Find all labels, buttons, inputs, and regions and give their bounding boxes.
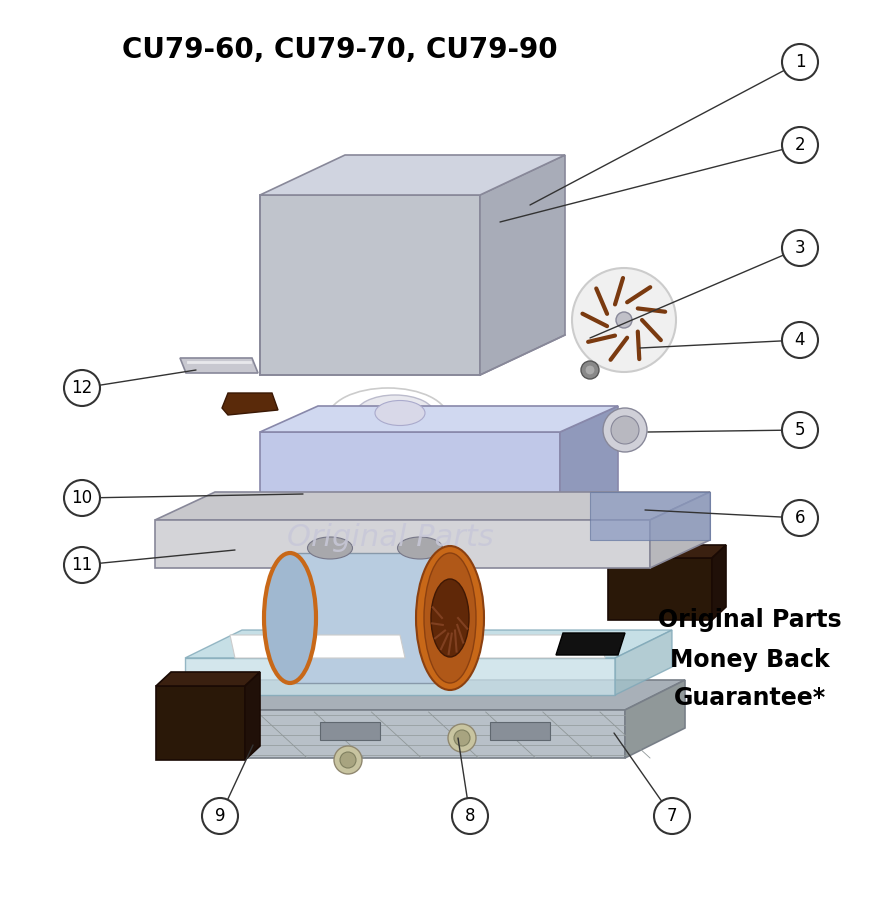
Circle shape — [603, 408, 647, 452]
Text: 4: 4 — [795, 331, 805, 349]
Polygon shape — [260, 195, 480, 375]
Polygon shape — [155, 492, 710, 520]
Text: 3: 3 — [795, 239, 805, 257]
Circle shape — [782, 500, 818, 536]
Polygon shape — [155, 520, 650, 568]
Ellipse shape — [398, 537, 443, 559]
Text: 8: 8 — [465, 807, 475, 825]
Polygon shape — [615, 630, 672, 695]
Polygon shape — [625, 680, 685, 758]
Polygon shape — [260, 155, 565, 195]
Text: Original Parts: Original Parts — [658, 608, 842, 632]
Circle shape — [585, 365, 595, 375]
Polygon shape — [320, 722, 380, 740]
Polygon shape — [465, 168, 548, 370]
Ellipse shape — [355, 395, 435, 435]
Text: Original Parts: Original Parts — [287, 524, 494, 552]
Circle shape — [581, 361, 599, 379]
Circle shape — [654, 798, 690, 834]
Circle shape — [448, 724, 476, 752]
Polygon shape — [230, 635, 405, 658]
Circle shape — [64, 480, 100, 516]
Polygon shape — [560, 406, 618, 520]
Polygon shape — [490, 722, 550, 740]
Text: 11: 11 — [71, 556, 92, 574]
Polygon shape — [480, 155, 565, 375]
Polygon shape — [156, 672, 260, 686]
Ellipse shape — [264, 553, 316, 683]
Text: 10: 10 — [71, 489, 92, 507]
Circle shape — [782, 230, 818, 266]
Circle shape — [611, 416, 639, 444]
Circle shape — [64, 547, 100, 583]
Polygon shape — [712, 545, 726, 620]
Ellipse shape — [375, 401, 425, 426]
Polygon shape — [180, 358, 258, 373]
Circle shape — [340, 752, 356, 768]
Text: 7: 7 — [667, 807, 678, 825]
Text: 9: 9 — [215, 807, 225, 825]
Polygon shape — [222, 393, 278, 415]
Circle shape — [454, 730, 470, 746]
Text: Money Back: Money Back — [671, 648, 830, 672]
Text: 12: 12 — [71, 379, 92, 397]
Polygon shape — [260, 406, 618, 432]
Circle shape — [334, 746, 362, 774]
Circle shape — [782, 412, 818, 448]
Circle shape — [782, 322, 818, 358]
Polygon shape — [650, 492, 710, 568]
Ellipse shape — [416, 546, 484, 690]
Ellipse shape — [328, 388, 448, 448]
Text: 6: 6 — [795, 509, 805, 527]
Polygon shape — [556, 633, 625, 655]
Polygon shape — [245, 672, 260, 760]
Circle shape — [202, 798, 238, 834]
Polygon shape — [175, 680, 685, 710]
Ellipse shape — [424, 553, 476, 683]
Circle shape — [782, 44, 818, 80]
Polygon shape — [156, 686, 245, 760]
Polygon shape — [608, 558, 712, 620]
Text: CU79-60, CU79-70, CU79-90: CU79-60, CU79-70, CU79-90 — [122, 36, 558, 64]
Circle shape — [782, 127, 818, 163]
Polygon shape — [430, 635, 605, 658]
Ellipse shape — [431, 579, 469, 657]
Polygon shape — [175, 710, 625, 758]
Text: Guarantee*: Guarantee* — [674, 686, 826, 710]
Polygon shape — [290, 553, 450, 683]
Polygon shape — [608, 545, 726, 558]
Circle shape — [452, 798, 488, 834]
Circle shape — [64, 370, 100, 406]
Ellipse shape — [307, 537, 353, 559]
Polygon shape — [275, 205, 465, 370]
Circle shape — [572, 268, 676, 372]
Polygon shape — [185, 630, 672, 658]
Text: 5: 5 — [795, 421, 805, 439]
Polygon shape — [590, 492, 710, 540]
Polygon shape — [260, 432, 560, 520]
Circle shape — [616, 312, 632, 328]
Polygon shape — [185, 658, 615, 695]
Text: 1: 1 — [795, 53, 805, 71]
Text: 2: 2 — [795, 136, 805, 154]
